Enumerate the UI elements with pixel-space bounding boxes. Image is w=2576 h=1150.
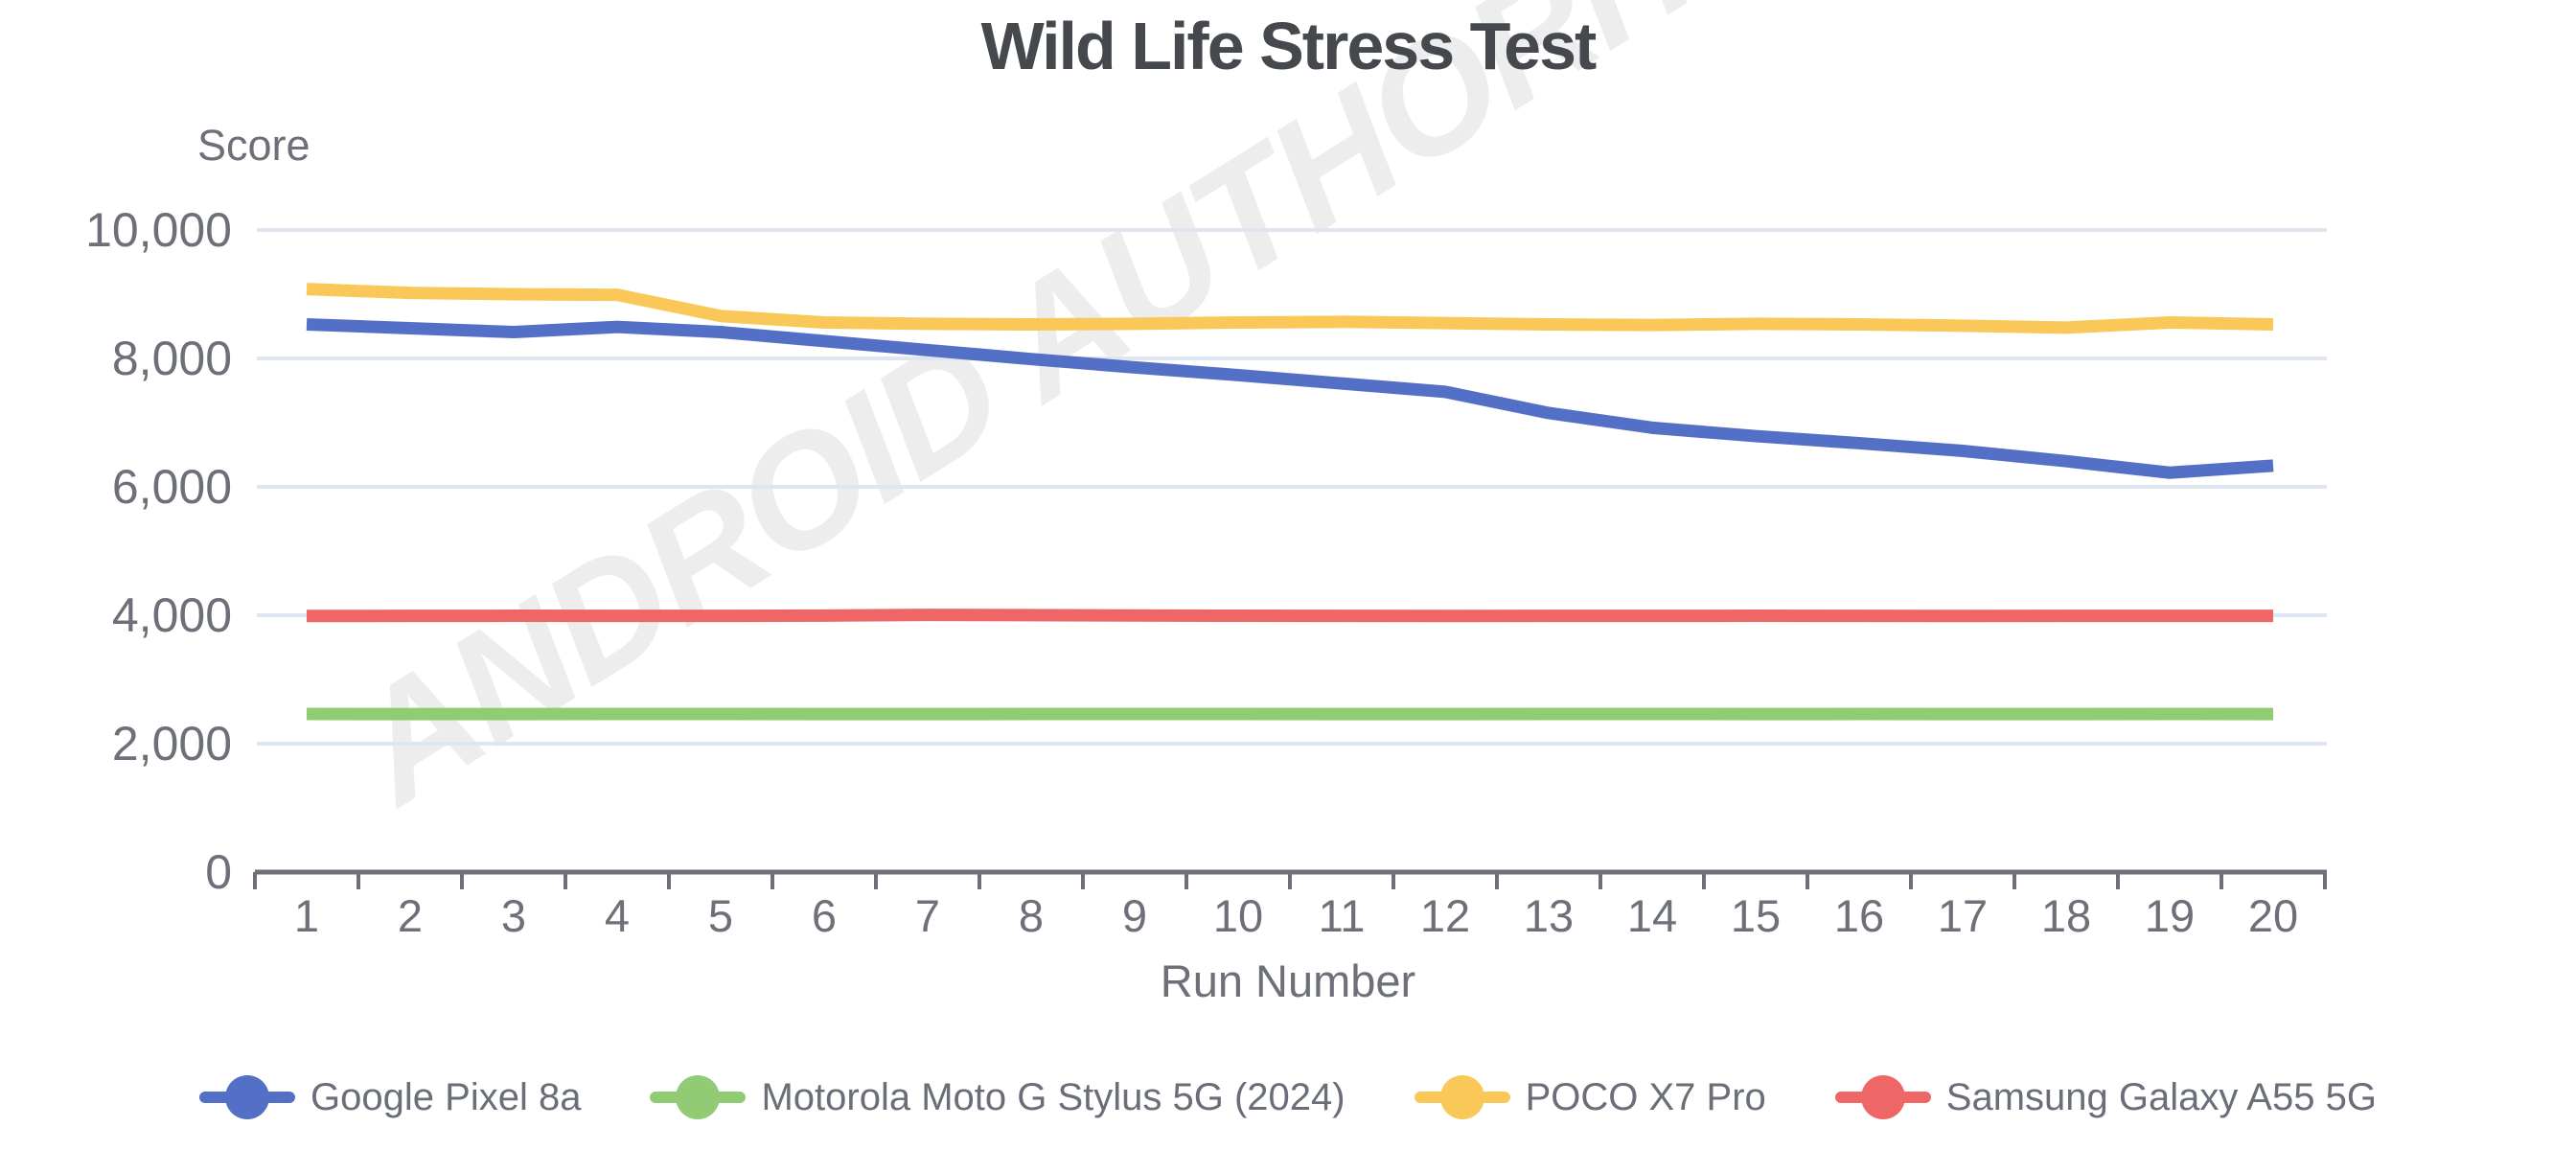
legend-item-poco-x7-pro[interactable]: POCO X7 Pro: [1414, 1075, 1766, 1119]
y-tick-label: 8,000: [112, 332, 232, 385]
legend-label: Samsung Galaxy A55 5G: [1945, 1075, 2377, 1118]
legend-marker-icon: [199, 1075, 296, 1119]
legend-label: Google Pixel 8a: [310, 1075, 582, 1118]
x-tick-label: 8: [1019, 890, 1044, 941]
legend-marker-icon: [1834, 1075, 1931, 1119]
legend-marker-icon: [1414, 1075, 1510, 1119]
legend-dot-icon: [1860, 1075, 1905, 1119]
series-line-poco-x7-pro: [306, 283, 2274, 334]
x-tick-label: 6: [812, 890, 837, 941]
x-tick-label: 1: [294, 890, 319, 941]
x-tick-label: 7: [915, 890, 940, 941]
x-tick-label: 2: [398, 890, 423, 941]
legend-label: Motorola Moto G Stylus 5G (2024): [761, 1075, 1346, 1118]
x-tick-label: 5: [708, 890, 733, 941]
legend-item-motorola-moto-g-stylus-5g-2024[interactable]: Motorola Moto G Stylus 5G (2024): [650, 1075, 1346, 1119]
x-tick-label: 9: [1122, 890, 1147, 941]
y-tick-label: 10,000: [85, 203, 232, 257]
series-line-samsung-galaxy-a55-5g: [306, 609, 2274, 623]
y-tick-label: 2,000: [112, 717, 232, 770]
x-tick-label: 18: [2041, 890, 2091, 941]
x-tick-label: 3: [501, 890, 526, 941]
legend-marker-icon: [650, 1075, 747, 1119]
chart-title: Wild Life Stress Test: [980, 9, 1598, 83]
x-tick-label: 16: [1834, 890, 1884, 941]
legend-label: POCO X7 Pro: [1525, 1075, 1766, 1118]
x-tick-label: 10: [1213, 890, 1263, 941]
x-tick-label: 4: [605, 890, 630, 941]
legend-item-google-pixel-8a[interactable]: Google Pixel 8a: [199, 1075, 581, 1119]
y-tick-label: 6,000: [112, 460, 232, 514]
y-axis-title: Score: [197, 121, 310, 170]
x-tick-label: 17: [1938, 890, 1988, 941]
x-tick-label: 13: [1524, 890, 1574, 941]
x-tick-label: 19: [2145, 890, 2195, 941]
x-tick-label: 12: [1420, 890, 1470, 941]
y-tick-label: 4,000: [112, 588, 232, 642]
x-tick-label: 11: [1319, 890, 1366, 941]
x-tick-label: 15: [1731, 890, 1781, 941]
legend-dot-icon: [1439, 1075, 1484, 1119]
legend: Google Pixel 8a Motorola Moto G Stylus 5G…: [0, 1075, 2576, 1119]
x-tick-label: 14: [1627, 890, 1677, 941]
series-line-google-pixel-8a: [306, 317, 2274, 479]
y-tick-label: 0: [205, 845, 232, 899]
legend-dot-icon: [676, 1075, 721, 1119]
legend-item-samsung-galaxy-a55-5g[interactable]: Samsung Galaxy A55 5G: [1834, 1075, 2377, 1119]
legend-dot-icon: [225, 1075, 270, 1119]
x-tick-label: 20: [2248, 890, 2298, 941]
x-axis-title: Run Number: [1160, 955, 1416, 1006]
